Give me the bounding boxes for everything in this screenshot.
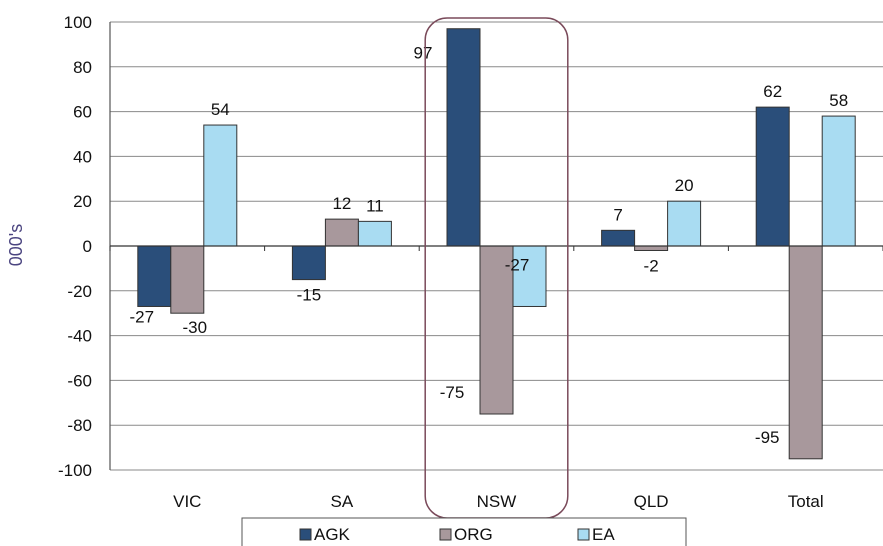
bar-org-total bbox=[788, 245, 823, 460]
y-tick-label: 0 bbox=[83, 237, 92, 256]
category-label: VIC bbox=[173, 492, 201, 511]
data-label: 20 bbox=[675, 176, 694, 195]
legend-swatch-org bbox=[439, 528, 452, 541]
bar-ea-qld bbox=[667, 200, 702, 247]
bar-agk-sa bbox=[291, 245, 326, 281]
y-tick-label: 40 bbox=[73, 147, 92, 166]
legend-label-org: ORG bbox=[454, 525, 493, 544]
data-label: 54 bbox=[211, 100, 230, 119]
bar-agk-vic bbox=[137, 245, 172, 307]
data-label: 12 bbox=[332, 194, 351, 213]
data-label: 7 bbox=[613, 205, 622, 224]
bar-ea-nsw bbox=[512, 245, 547, 307]
y-tick-label: 60 bbox=[73, 103, 92, 122]
legend-label-agk: AGK bbox=[314, 525, 351, 544]
y-tick-label: -80 bbox=[67, 416, 92, 435]
bar-agk-nsw bbox=[446, 28, 481, 247]
data-label: 58 bbox=[829, 91, 848, 110]
data-label: 11 bbox=[366, 196, 384, 215]
bar-agk-qld bbox=[601, 229, 636, 247]
bar-ea-total bbox=[821, 115, 856, 247]
category-labels: VIC SA NSW QLD Total bbox=[173, 492, 824, 511]
data-label: 62 bbox=[763, 82, 782, 101]
legend: AGK ORG EA bbox=[241, 517, 687, 546]
y-tick-label: 100 bbox=[64, 13, 92, 32]
y-tick-label: -60 bbox=[67, 371, 92, 390]
data-label: -27 bbox=[130, 307, 155, 326]
legend-swatch-ea bbox=[577, 528, 590, 541]
data-label: -30 bbox=[183, 318, 208, 337]
data-label: -2 bbox=[644, 256, 659, 275]
legend-swatch-agk bbox=[299, 528, 312, 541]
y-tick-label: -40 bbox=[67, 327, 92, 346]
bar-ea-sa bbox=[357, 220, 392, 247]
y-axis-label: 000's bbox=[6, 224, 26, 266]
bar-agk-total bbox=[755, 106, 790, 247]
category-label: QLD bbox=[634, 492, 669, 511]
y-tick-label: -100 bbox=[58, 461, 92, 480]
category-label: NSW bbox=[477, 492, 517, 511]
data-label: -75 bbox=[440, 383, 465, 402]
data-label: -95 bbox=[755, 428, 780, 447]
bar-ea-vic bbox=[203, 124, 238, 247]
data-label: -27 bbox=[505, 255, 530, 274]
data-label: 97 bbox=[414, 44, 433, 63]
y-tick-label: 20 bbox=[73, 192, 92, 211]
bar-org-sa bbox=[324, 218, 359, 247]
y-tick-label: -20 bbox=[67, 282, 92, 301]
bar-org-vic bbox=[170, 245, 205, 314]
y-tick-label: 80 bbox=[73, 58, 92, 77]
legend-label-ea: EA bbox=[592, 525, 615, 544]
bars bbox=[137, 28, 856, 460]
legend-box bbox=[241, 517, 687, 546]
data-label: -15 bbox=[297, 286, 322, 305]
category-label: Total bbox=[788, 492, 824, 511]
category-label: SA bbox=[331, 492, 354, 511]
axes bbox=[109, 22, 883, 470]
bar-org-qld bbox=[634, 245, 669, 251]
data-labels: -27 -30 54 -15 12 11 97 -75 -27 7 -2 20 62 -95 58 bbox=[130, 44, 849, 447]
bar-org-nsw bbox=[479, 245, 514, 415]
y-tick-labels: 100 80 60 40 20 0 -20 -40 -60 -80 -100 bbox=[58, 13, 92, 480]
